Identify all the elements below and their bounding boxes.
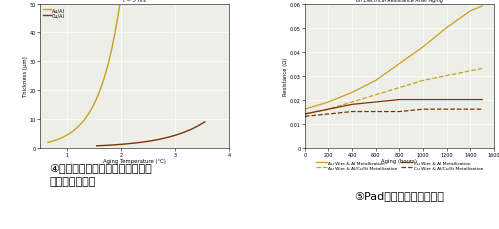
Text: ④合金形成層の温度処理における
　層厚みの変化: ④合金形成層の温度処理における 層厚みの変化 — [49, 163, 152, 187]
X-axis label: Aging (hours): Aging (hours) — [381, 158, 417, 163]
Au Wire & Al Metallization — [325, 101, 331, 104]
Text: ⑤Pad材料毎の電気抗比較: ⑤Pad材料毎の電気抗比較 — [354, 190, 444, 200]
Y-axis label: Thickness [μm]: Thickness [μm] — [23, 56, 28, 96]
Au/Al — [57, 137, 63, 140]
Cu Wire & Al Metallization — [302, 113, 308, 116]
Cu/Al — [158, 138, 164, 141]
Cu/Al — [160, 138, 166, 140]
Au Wire & Al Metallization — [396, 63, 402, 66]
Au Wire & Al Metallization — [349, 92, 355, 94]
Line: Au/Al: Au/Al — [48, 7, 120, 143]
Cu Wire & Al Metallization — [325, 108, 331, 111]
Cu Wire & Al Metallization — [349, 104, 355, 106]
Au/Al — [96, 93, 102, 95]
Line: Cu Wire & Al Metallization: Cu Wire & Al Metallization — [305, 100, 482, 114]
Au/Al — [60, 136, 66, 139]
Cu/Al — [158, 138, 164, 141]
Au Wire & Al Metallization — [373, 80, 379, 82]
Cu/Al — [192, 127, 198, 129]
Line: Au Wire & Al/Cu/Si Metallization: Au Wire & Al/Cu/Si Metallization — [305, 69, 482, 114]
Cu/Al — [202, 121, 208, 124]
Au Wire & Al Metallization — [479, 5, 485, 8]
Au Wire & Al Metallization — [302, 108, 308, 111]
Legend: Au Wire & Al Metallization, Au Wire & Al/Cu/Si Metallization, Cu Wire & Al Metal: Au Wire & Al Metallization, Au Wire & Al… — [315, 160, 484, 171]
Au Wire & Al/Cu/Si Metallization — [396, 87, 402, 90]
Cu Wire & Al/Cu/Si Metallization — [302, 115, 308, 118]
Title: Effect of Wire Material & Substrate Metallization
on Electrical Resistance After: Effect of Wire Material & Substrate Meta… — [341, 0, 458, 3]
Line: Cu Wire & Al/Cu/Si Metallization: Cu Wire & Al/Cu/Si Metallization — [305, 110, 482, 117]
Au Wire & Al/Cu/Si Metallization — [302, 113, 308, 116]
Y-axis label: Resistance (Ω): Resistance (Ω) — [283, 57, 288, 95]
Title: Intermetallic Phase Growth
t = 5 hrs: Intermetallic Phase Growth t = 5 hrs — [99, 0, 170, 3]
Line: Au Wire & Al Metallization: Au Wire & Al Metallization — [305, 7, 482, 110]
Cu Wire & Al Metallization — [373, 101, 379, 104]
Cu Wire & Al Metallization — [420, 99, 426, 101]
Au Wire & Al/Cu/Si Metallization — [468, 70, 474, 73]
Cu Wire & Al/Cu/Si Metallization — [325, 113, 331, 116]
Cu/Al — [185, 130, 191, 133]
Cu Wire & Al/Cu/Si Metallization — [444, 108, 450, 111]
Cu Wire & Al/Cu/Si Metallization — [420, 108, 426, 111]
Legend: Au/Al, Cu/Al: Au/Al, Cu/Al — [42, 7, 66, 20]
Au Wire & Al/Cu/Si Metallization — [420, 80, 426, 82]
Au Wire & Al Metallization — [468, 10, 474, 13]
Cu Wire & Al/Cu/Si Metallization — [468, 108, 474, 111]
Au/Al — [46, 141, 52, 144]
Cu/Al — [94, 145, 100, 147]
Line: Cu/Al: Cu/Al — [97, 122, 205, 146]
Cu Wire & Al Metallization — [444, 99, 450, 101]
Au Wire & Al/Cu/Si Metallization — [373, 94, 379, 97]
Cu Wire & Al Metallization — [468, 99, 474, 101]
Au/Al — [117, 5, 123, 8]
Au Wire & Al Metallization — [420, 46, 426, 49]
Au Wire & Al/Cu/Si Metallization — [444, 75, 450, 78]
Au Wire & Al Metallization — [444, 27, 450, 30]
Cu Wire & Al Metallization — [396, 99, 402, 101]
Au Wire & Al/Cu/Si Metallization — [349, 101, 355, 104]
Cu Wire & Al/Cu/Si Metallization — [349, 111, 355, 113]
Au Wire & Al/Cu/Si Metallization — [479, 68, 485, 71]
Au/Al — [45, 141, 51, 144]
Cu Wire & Al Metallization — [479, 99, 485, 101]
Cu Wire & Al/Cu/Si Metallization — [479, 108, 485, 111]
Au/Al — [47, 141, 53, 144]
Cu Wire & Al/Cu/Si Metallization — [396, 111, 402, 113]
Cu Wire & Al/Cu/Si Metallization — [373, 111, 379, 113]
Au/Al — [110, 44, 116, 47]
Cu/Al — [94, 145, 100, 147]
X-axis label: Aging Temperature (°C): Aging Temperature (°C) — [103, 158, 166, 163]
Au Wire & Al/Cu/Si Metallization — [325, 108, 331, 111]
